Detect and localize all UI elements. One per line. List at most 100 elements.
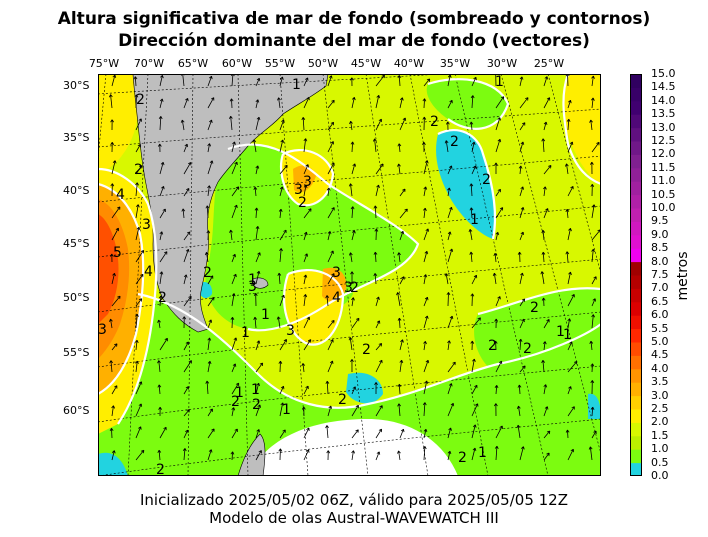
swell-vector — [540, 271, 545, 285]
colorbar-band — [630, 409, 642, 423]
contour-label: 1 — [251, 382, 260, 398]
swell-vector — [351, 450, 355, 461]
colorbar-band — [630, 208, 642, 222]
swell-vector — [351, 97, 356, 109]
swell-vector — [375, 184, 380, 197]
swell-vector — [373, 205, 378, 219]
swell-vector — [375, 405, 383, 417]
colorbar — [630, 74, 642, 476]
swell-vector — [231, 253, 236, 263]
swell-vector — [590, 184, 595, 197]
swell-vector — [135, 249, 145, 263]
swell-vector — [277, 97, 281, 109]
swell-vector — [567, 227, 572, 241]
contour-label: 2 — [252, 397, 261, 413]
colorbar-band — [630, 74, 642, 88]
swell-vector — [543, 208, 549, 219]
swell-vector — [327, 99, 335, 109]
swell-vector — [566, 118, 571, 131]
colorbar-tick: 0.5 — [651, 455, 669, 469]
swell-vector — [279, 338, 287, 351]
colorbar-band — [630, 449, 642, 464]
swell-vector — [589, 161, 594, 175]
swell-vector — [135, 118, 142, 131]
swell-vector — [253, 316, 258, 329]
swell-vector — [423, 340, 427, 351]
swell-vector — [228, 115, 233, 131]
swell-vector — [447, 340, 451, 351]
swell-vector — [397, 403, 401, 417]
colorbar-band — [630, 167, 642, 182]
swell-vector — [327, 319, 335, 329]
contour-label: 2 — [338, 392, 347, 408]
contour-label: 2 — [231, 394, 240, 410]
swell-vector — [422, 141, 426, 153]
contour-label: 2 — [136, 92, 145, 108]
swell-vector — [110, 119, 115, 131]
swell-vector — [327, 405, 333, 417]
swell-vector — [110, 142, 115, 153]
swell-vector — [207, 143, 212, 153]
swell-vector — [495, 360, 503, 373]
swell-vector — [351, 297, 355, 307]
colorbar-band — [630, 422, 642, 437]
colorbar-band — [630, 194, 642, 209]
swell-vector — [471, 141, 476, 153]
swell-vector — [542, 341, 547, 351]
swell-vector — [327, 250, 334, 263]
colorbar-tick: 5.5 — [651, 321, 669, 335]
swell-vector — [422, 116, 427, 131]
swell-vector — [327, 273, 335, 285]
swell-vector — [253, 293, 258, 307]
lon-tick: 45°W — [350, 57, 382, 70]
swell-vector — [231, 293, 236, 307]
colorbar-tick: 10.5 — [651, 187, 676, 201]
swell-vector — [423, 296, 429, 307]
lon-tick: 60°W — [221, 57, 253, 70]
contour-label: 1 — [248, 272, 257, 288]
swell-vector — [397, 143, 402, 153]
swell-vector — [591, 276, 597, 285]
swell-vector — [447, 427, 452, 439]
swell-vector — [255, 340, 261, 351]
swell-vector — [231, 204, 238, 219]
swell-vector — [399, 428, 405, 439]
contour-label: 2 — [458, 450, 467, 466]
swell-vector — [517, 384, 522, 395]
swell-vector — [134, 339, 139, 351]
swell-vector — [111, 450, 116, 461]
swell-vector — [541, 138, 546, 153]
footer-valid-time: Inicializado 2025/05/02 06Z, válido para… — [140, 491, 568, 509]
lon-tick: 50°W — [307, 57, 339, 70]
swell-vector — [423, 380, 429, 395]
swell-vector — [351, 429, 359, 439]
swell-vector — [326, 450, 331, 461]
swell-vector — [423, 207, 427, 219]
swell-vector — [325, 380, 330, 395]
swell-vector — [229, 229, 233, 241]
swell-vector — [471, 274, 478, 285]
map-subtitle: Dirección dominante del mar de fondo (ve… — [118, 31, 590, 51]
lat-tick: 50°S — [63, 291, 90, 304]
swell-vector — [469, 207, 474, 219]
swell-vector — [471, 424, 477, 439]
swell-vector — [135, 313, 139, 329]
colorbar-tick: 1.5 — [651, 428, 669, 442]
swell-vector — [471, 384, 478, 395]
swell-vector — [303, 385, 309, 395]
swell-vector — [423, 228, 430, 241]
swell-vector — [157, 384, 162, 395]
colorbar-band — [630, 462, 642, 476]
contour-label: 2 — [482, 172, 491, 188]
colorbar-tick: 9.5 — [651, 214, 669, 228]
swell-height-map[interactable]: 1 2 2 2 4 2 3 5 4 2 3 1 1 2 3 3 2 3 4 3 … — [98, 74, 601, 476]
swell-vector — [303, 253, 309, 263]
colorbar-title: metros — [675, 251, 691, 301]
contour-label: 1 — [478, 445, 487, 461]
lon-tick: 30°W — [486, 57, 518, 70]
swell-vector — [541, 359, 546, 373]
swell-vector — [445, 121, 450, 131]
contour-label: 2 — [523, 341, 532, 357]
swell-vector — [109, 428, 114, 439]
swell-zone-cyan — [436, 130, 495, 239]
